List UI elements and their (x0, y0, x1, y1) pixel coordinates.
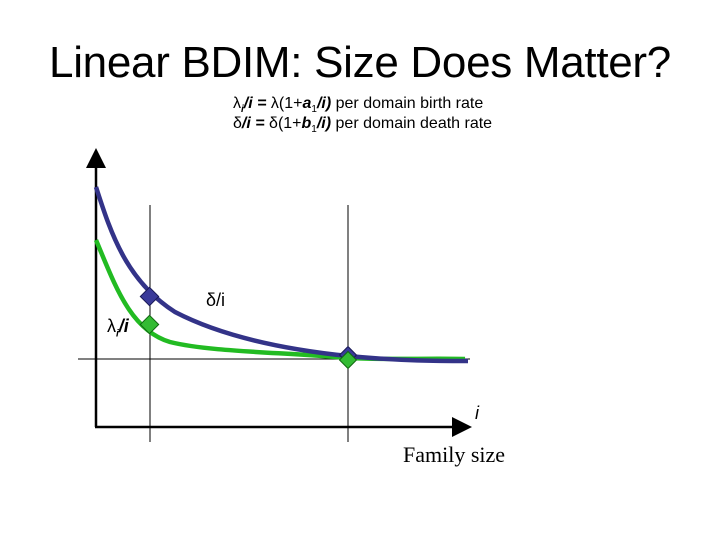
formula-var-sub: 1 (311, 124, 317, 136)
formula-var: b (301, 115, 312, 132)
lambda-symbol: λ (270, 95, 279, 112)
formula-open: (1+ (277, 115, 302, 132)
formula-lhs: /i = (241, 115, 270, 132)
formula-close: /i) (316, 95, 332, 112)
delta-symbol: δ (269, 115, 278, 132)
slide-title: Linear BDIM: Size Does Matter? (49, 38, 671, 87)
birth-marker-1 (139, 314, 160, 335)
death-rate-curve (93, 186, 469, 364)
subscript-i: i (241, 104, 244, 116)
birth-marker-2 (338, 350, 358, 370)
formula-open: (1+ (278, 95, 303, 112)
lambda-symbol: λ (107, 316, 116, 336)
formula-var: a (302, 95, 312, 112)
formula-var-sub: 1 (311, 104, 317, 116)
death-curve-label: δ/i (206, 290, 225, 311)
delta-label-text: δ/i (206, 290, 226, 310)
lambda-symbol: λ (233, 95, 241, 112)
death-marker-1 (139, 286, 160, 307)
formula-close: /i) (316, 115, 332, 132)
x-axis-title: Family size (403, 442, 506, 467)
birth-curve-label: λi/i (107, 316, 129, 340)
formula-description: per domain birth rate (331, 95, 484, 112)
formula-lhs: /i = (243, 95, 271, 112)
formula-description: per domain death rate (331, 115, 493, 132)
subscript-i: i (116, 328, 119, 340)
birth-rate-formula: λi/i = λ(1+a1/i) per domain birth rate (233, 95, 483, 115)
death-rate-formula: δ/i = δ(1+b1/i) per domain death rate (233, 115, 492, 135)
x-axis-variable: i (475, 403, 479, 423)
lambda-label-rest: /i (118, 316, 129, 336)
delta-symbol: δ (233, 115, 242, 132)
